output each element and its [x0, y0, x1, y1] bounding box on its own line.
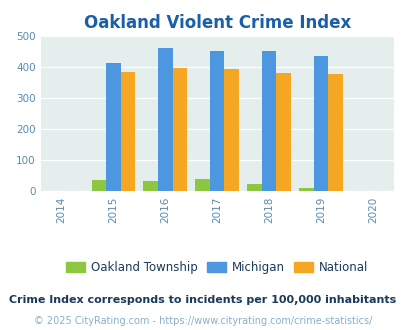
- Text: © 2025 CityRating.com - https://www.cityrating.com/crime-statistics/: © 2025 CityRating.com - https://www.city…: [34, 316, 371, 326]
- Bar: [247, 184, 261, 191]
- Bar: [224, 69, 239, 191]
- Bar: [106, 63, 120, 191]
- Bar: [172, 68, 187, 191]
- Bar: [91, 180, 106, 191]
- Bar: [158, 48, 172, 191]
- Title: Oakland Violent Crime Index: Oakland Violent Crime Index: [83, 14, 350, 32]
- Bar: [195, 179, 209, 191]
- Text: Crime Index corresponds to incidents per 100,000 inhabitants: Crime Index corresponds to incidents per…: [9, 295, 396, 305]
- Bar: [261, 51, 276, 191]
- Legend: Oakland Township, Michigan, National: Oakland Township, Michigan, National: [61, 256, 372, 279]
- Bar: [276, 73, 290, 191]
- Bar: [313, 55, 328, 191]
- Bar: [143, 181, 158, 191]
- Bar: [328, 74, 342, 191]
- Bar: [209, 51, 224, 191]
- Bar: [298, 188, 313, 191]
- Bar: [120, 72, 135, 191]
